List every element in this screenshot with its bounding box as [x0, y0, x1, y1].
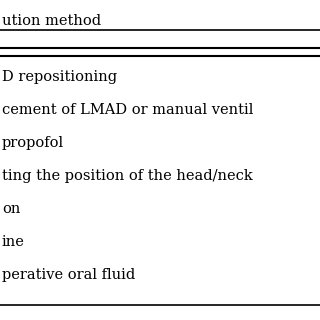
- Text: on: on: [2, 202, 20, 216]
- Text: perative oral fluid: perative oral fluid: [2, 268, 135, 282]
- Text: cement of LMAD or manual ventil: cement of LMAD or manual ventil: [2, 103, 253, 117]
- Text: D repositioning: D repositioning: [2, 70, 117, 84]
- Text: ine: ine: [2, 235, 25, 249]
- Text: ution method: ution method: [2, 14, 101, 28]
- Text: ting the position of the head/neck: ting the position of the head/neck: [2, 169, 253, 183]
- Text: propofol: propofol: [2, 136, 64, 150]
